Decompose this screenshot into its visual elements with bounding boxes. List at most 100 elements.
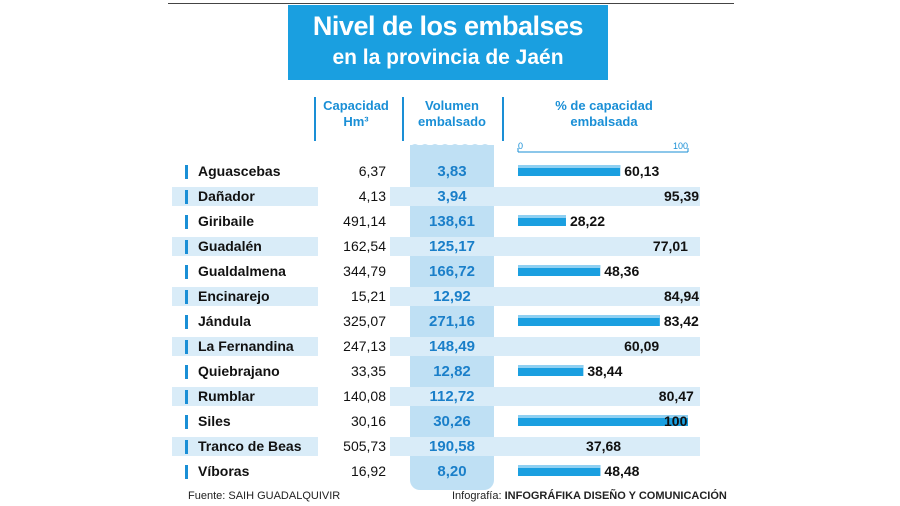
- capacity-value: 325,07: [343, 313, 386, 329]
- row-band: [172, 187, 700, 206]
- capacity-value: 16,92: [350, 463, 386, 479]
- credit-note: Infografía: INFOGRÁFIKA DISEÑO Y COMUNIC…: [452, 490, 727, 502]
- volume-value: 271,16: [429, 313, 475, 330]
- percent-bar-highlight: [518, 415, 688, 418]
- percent-value: 37,68: [586, 438, 622, 454]
- row-band: [172, 387, 700, 406]
- row-marker: [185, 390, 188, 404]
- volume-value: 166,72: [429, 263, 475, 280]
- row-marker: [185, 465, 188, 479]
- row-marker: [185, 165, 188, 179]
- row-marker: [185, 265, 188, 279]
- volume-value: 12,82: [433, 363, 471, 380]
- source-note: Fuente: SAIH GUADALQUIVIR: [188, 490, 341, 502]
- percent-bar-highlight: [518, 365, 584, 368]
- reservoir-name: Giribaile: [198, 213, 255, 229]
- percent-bar-highlight: [518, 315, 660, 318]
- row-band: [172, 287, 700, 306]
- capacity-header: Capacidad Hm³: [318, 98, 394, 130]
- credit-name: INFOGRÁFIKA DISEÑO Y COMUNICACIÓN: [504, 490, 727, 502]
- volume-header: Volumen embalsado: [408, 98, 496, 130]
- percent-value: 60,09: [624, 338, 660, 354]
- reservoir-name: Víboras: [198, 463, 250, 479]
- capacity-value: 162,54: [343, 238, 386, 254]
- capacity-value: 6,37: [358, 163, 386, 179]
- capacity-header-line-1: Capacidad: [323, 98, 389, 113]
- capacity-cell-bg: [318, 337, 390, 356]
- percent-value: 95,39: [664, 188, 700, 204]
- capacity-value: 140,08: [343, 388, 386, 404]
- row-marker: [185, 215, 188, 229]
- credit-prefix: Infografía:: [452, 490, 505, 502]
- row-marker: [185, 340, 188, 354]
- capacity-cell-bg: [318, 287, 390, 306]
- reservoir-name: Guadalén: [198, 238, 262, 254]
- axis-tick-label: 100: [673, 141, 688, 151]
- percent-value: 48,36: [604, 263, 640, 279]
- capacity-value: 15,21: [350, 288, 386, 304]
- row-marker: [185, 190, 188, 204]
- title-line-1: Nivel de los embalses: [312, 11, 584, 41]
- row-marker: [185, 440, 188, 454]
- volume-header-line-2: embalsado: [418, 114, 486, 129]
- percent-bar: [518, 165, 621, 176]
- volume-value: 148,49: [429, 338, 475, 355]
- reservoir-name: Dañador: [198, 188, 255, 204]
- percent-bar-highlight: [518, 465, 601, 468]
- percent-bar-highlight: [518, 165, 621, 168]
- column-divider: [502, 97, 504, 141]
- volume-value: 30,26: [433, 413, 471, 430]
- percent-bar: [518, 315, 660, 326]
- capacity-value: 4,13: [358, 188, 386, 204]
- percent-header: % de capacidad embalsada: [520, 98, 688, 130]
- row-band: [172, 337, 700, 356]
- percent-bar: [518, 215, 566, 226]
- percent-value: 83,42: [663, 313, 699, 329]
- row-marker: [185, 415, 188, 429]
- top-rule: [168, 3, 734, 4]
- reservoir-name: Siles: [198, 413, 231, 429]
- capacity-cell-bg: [318, 387, 390, 406]
- volume-value: 12,92: [433, 288, 471, 305]
- reservoir-name: Encinarejo: [198, 288, 270, 304]
- axis-tick-label: 0: [518, 141, 523, 151]
- percent-bar: [518, 415, 688, 426]
- volume-value: 3,83: [437, 163, 467, 180]
- capacity-value: 247,13: [343, 338, 386, 354]
- volume-value: 3,94: [437, 188, 467, 205]
- reservoir-name: Aguascebas: [198, 163, 281, 179]
- volume-value: 112,72: [429, 388, 475, 405]
- percent-value: 80,47: [658, 388, 694, 404]
- capacity-value: 33,35: [350, 363, 386, 379]
- capacity-cell-bg: [318, 437, 390, 456]
- volume-header-line-1: Volumen: [425, 98, 479, 113]
- row-marker: [185, 315, 188, 329]
- column-divider: [402, 97, 404, 141]
- row-band: [172, 237, 700, 256]
- percent-bar-highlight: [518, 215, 566, 218]
- percent-value: 84,94: [664, 288, 700, 304]
- row-marker: [185, 365, 188, 379]
- percent-bar: [518, 265, 601, 276]
- capacity-value: 491,14: [343, 213, 386, 229]
- column-divider: [314, 97, 316, 141]
- percent-header-line-1: % de capacidad: [555, 98, 653, 113]
- title-banner: Nivel de los embalses en la provincia de…: [288, 5, 608, 80]
- volume-value: 190,58: [429, 438, 475, 455]
- reservoir-name: Tranco de Beas: [198, 438, 302, 454]
- capacity-value: 344,79: [343, 263, 386, 279]
- reservoir-name: Quiebrajano: [198, 363, 280, 379]
- percent-bar-highlight: [518, 265, 601, 268]
- volume-value: 8,20: [437, 463, 467, 480]
- volume-value: 138,61: [429, 213, 475, 230]
- capacity-value: 30,16: [350, 413, 386, 429]
- percent-value: 48,48: [604, 463, 640, 479]
- reservoir-name: La Fernandina: [198, 338, 294, 354]
- reservoir-name: Gualdalmena: [198, 263, 286, 279]
- capacity-header-line-2: Hm³: [343, 114, 369, 129]
- percent-value: 38,44: [587, 363, 623, 379]
- percent-value: 100: [664, 413, 688, 429]
- percent-value: 60,13: [624, 163, 660, 179]
- row-marker: [185, 240, 188, 254]
- reservoir-name: Rumblar: [198, 388, 255, 404]
